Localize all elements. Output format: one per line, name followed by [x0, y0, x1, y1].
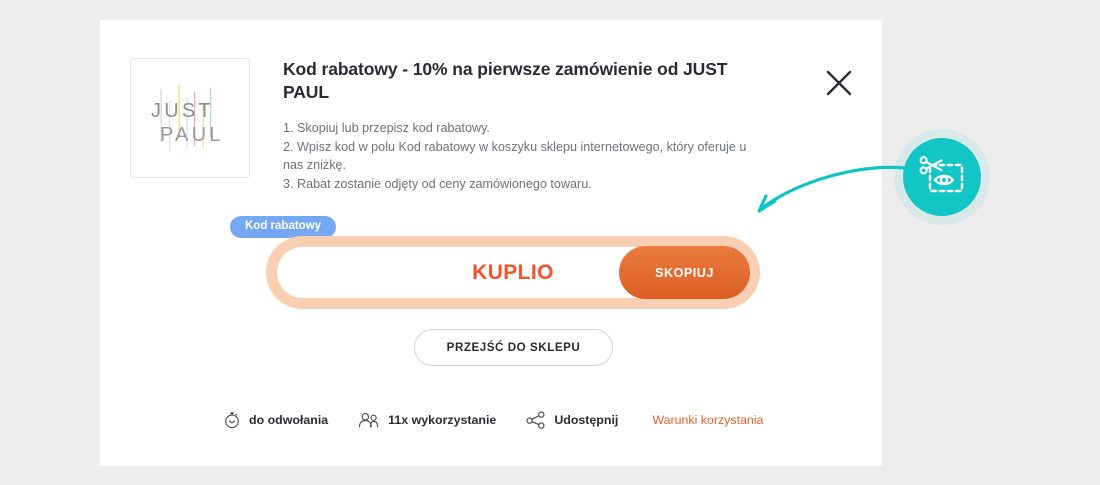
close-button[interactable] — [820, 64, 858, 102]
users-icon — [358, 411, 380, 429]
usage-item: 11x wykorzystanie — [358, 411, 496, 429]
copy-code-button[interactable]: SKOPIUJ — [619, 246, 750, 299]
validity-label: do odwołania — [249, 413, 329, 427]
offer-header: JUST PAUL Kod rabatowy - 10% na pierwsze… — [130, 58, 753, 193]
svg-text:JUST: JUST — [151, 100, 214, 122]
offer-text-block: Kod rabatowy - 10% na pierwsze zamówieni… — [283, 58, 753, 193]
coupon-code-field[interactable]: KUPLIO SKOPIUJ — [266, 236, 760, 309]
coupon-modal-card: JUST PAUL Kod rabatowy - 10% na pierwsze… — [100, 20, 882, 466]
offer-description: 1. Skopiuj lub przepisz kod rabatowy. 2. … — [283, 119, 753, 193]
offer-description-line: 3. Rabat zostanie odjęty od ceny zamówio… — [283, 176, 592, 191]
close-icon — [826, 70, 852, 96]
stopwatch-icon — [223, 411, 241, 429]
just-paul-logo-icon: JUST PAUL — [151, 85, 224, 151]
offer-description-line: 2. Wpisz kod w polu Kod rabatowy w koszy… — [283, 139, 747, 173]
offer-meta-row: do odwołania 11x wykorzystanie — [223, 405, 763, 435]
share-label: Udostępnij — [554, 413, 619, 427]
status-badge: Kod rabatowy — [230, 216, 337, 238]
page-title: Kod rabatowy - 10% na pierwsze zamówieni… — [283, 59, 728, 102]
coupon-tool-button[interactable] — [903, 138, 981, 216]
svg-text:PAUL: PAUL — [160, 124, 224, 146]
share-icon — [526, 411, 546, 429]
usage-label: 11x wykorzystanie — [388, 413, 497, 427]
terms-link[interactable]: Warunki korzystania — [652, 413, 764, 427]
offer-description-line: 1. Skopiuj lub przepisz kod rabatowy. — [283, 121, 490, 135]
scissors-eye-coupon-icon — [919, 156, 964, 193]
validity-item: do odwołania — [223, 411, 328, 429]
coupon-code-inner: KUPLIO SKOPIUJ — [277, 246, 750, 299]
share-item[interactable]: Udostępnij — [526, 411, 618, 429]
go-to-shop-button[interactable]: PRZEJŚĆ DO SKLEPU — [414, 329, 613, 366]
merchant-logo: JUST PAUL — [130, 58, 250, 178]
coupon-code-value: KUPLIO — [472, 260, 554, 284]
